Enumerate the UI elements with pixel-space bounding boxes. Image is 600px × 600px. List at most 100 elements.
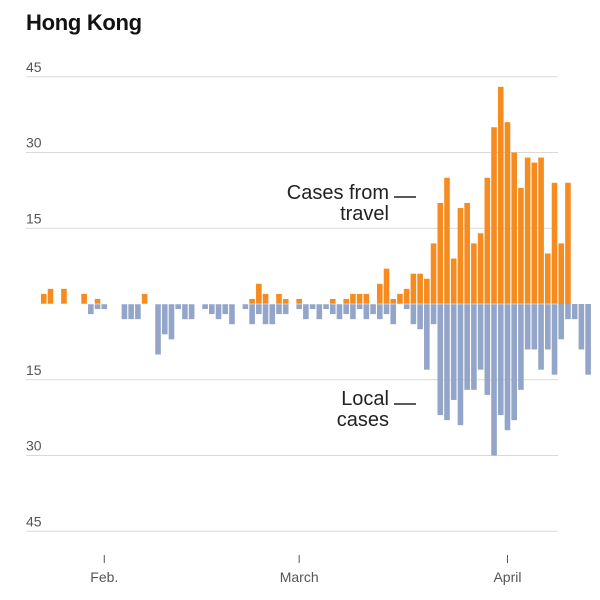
bar-local: [464, 304, 470, 390]
bar-local: [363, 304, 370, 320]
bar-travel: [282, 298, 289, 304]
x-axis-ticks: Feb. March April: [90, 555, 521, 585]
bar-travel: [430, 243, 437, 304]
annotation-travel-line-1: Cases from: [287, 182, 389, 204]
bar-travel: [450, 258, 457, 304]
bar-local: [377, 304, 383, 320]
bar-travel: [343, 298, 349, 304]
bar-travel: [403, 288, 410, 304]
bar-local: [309, 304, 316, 310]
bar-local: [343, 304, 349, 315]
bar-travel: [491, 127, 497, 304]
bar-local: [524, 304, 531, 350]
bar-travel: [558, 243, 565, 304]
bar-travel: [477, 233, 484, 304]
bar-local: [497, 304, 504, 416]
chart-title: Hong Kong: [26, 10, 142, 35]
annotation-local-line-2: cases: [337, 409, 389, 431]
bar-travel: [424, 278, 430, 304]
bar-local: [430, 304, 437, 325]
y-tick-label: 15: [26, 210, 42, 226]
bar-travel: [249, 298, 255, 304]
bar-travel: [497, 86, 504, 304]
bar-local: [538, 304, 544, 370]
bar-travel: [141, 293, 148, 304]
bar-travel: [484, 177, 491, 304]
bar-local: [88, 304, 94, 315]
bar-travel: [262, 293, 269, 304]
bar-local: [477, 304, 484, 370]
bar-travel: [444, 177, 450, 304]
x-tick-label: March: [280, 569, 319, 585]
bar-local: [101, 304, 108, 310]
bar-local: [531, 304, 538, 350]
bars: [40, 86, 591, 456]
bar-local: [336, 304, 343, 320]
bar-travel: [350, 293, 356, 304]
bar-local: [242, 304, 249, 310]
bar-local: [323, 304, 329, 310]
bar-local: [161, 304, 168, 335]
y-tick-label: 15: [26, 362, 42, 378]
bar-local: [444, 304, 450, 421]
bar-local: [350, 304, 356, 320]
annotation-local-line-1: Local: [341, 388, 389, 410]
bar-local: [94, 304, 101, 310]
bar-travel: [464, 203, 470, 304]
bar-travel: [390, 298, 397, 304]
bar-local: [269, 304, 276, 325]
bar-travel: [471, 243, 477, 304]
bar-travel: [47, 288, 54, 304]
bar-local: [135, 304, 141, 320]
bar-local: [417, 304, 423, 330]
bar-local: [585, 304, 591, 375]
bar-local: [188, 304, 195, 320]
bar-local: [222, 304, 229, 315]
bar-travel: [276, 293, 282, 304]
bar-local: [182, 304, 188, 320]
bar-local: [491, 304, 497, 456]
y-tick-label: 45: [26, 513, 42, 529]
bar-travel: [61, 288, 67, 304]
bar-local: [209, 304, 215, 315]
bar-local: [511, 304, 517, 421]
bar-travel: [94, 298, 101, 304]
bar-local: [578, 304, 585, 350]
y-tick-label: 30: [26, 135, 42, 151]
grid-layer: [26, 76, 558, 532]
bar-local: [262, 304, 269, 325]
y-axis-ticks: 45 30 15 15 30 45: [26, 59, 42, 530]
bar-travel: [377, 283, 383, 304]
bar-local: [282, 304, 289, 315]
bar-travel: [437, 203, 444, 304]
bar-travel: [417, 273, 423, 304]
bar-local: [256, 304, 262, 315]
bar-travel: [363, 293, 370, 304]
bar-local: [121, 304, 128, 320]
bar-travel: [504, 122, 511, 304]
bar-local: [329, 304, 336, 315]
bar-travel: [296, 298, 302, 304]
bar-local: [276, 304, 282, 315]
bar-local: [571, 304, 578, 320]
bar-local: [450, 304, 457, 400]
bar-travel: [545, 253, 551, 304]
bar-local: [202, 304, 208, 310]
bar-travel: [524, 157, 531, 304]
bar-local: [316, 304, 323, 320]
bar-local: [356, 304, 363, 310]
annotation-travel-line-2: travel: [340, 203, 389, 225]
bar-local: [128, 304, 134, 320]
bar-travel: [551, 182, 558, 304]
bar-local: [558, 304, 565, 340]
bar-travel: [81, 293, 87, 304]
bar-local: [471, 304, 477, 390]
bar-travel: [457, 208, 464, 304]
bar-local: [168, 304, 175, 340]
y-tick-label: 30: [26, 438, 42, 454]
bar-travel: [565, 182, 571, 304]
bar-travel: [356, 293, 363, 304]
bar-travel: [256, 283, 262, 304]
bar-travel: [383, 268, 390, 304]
